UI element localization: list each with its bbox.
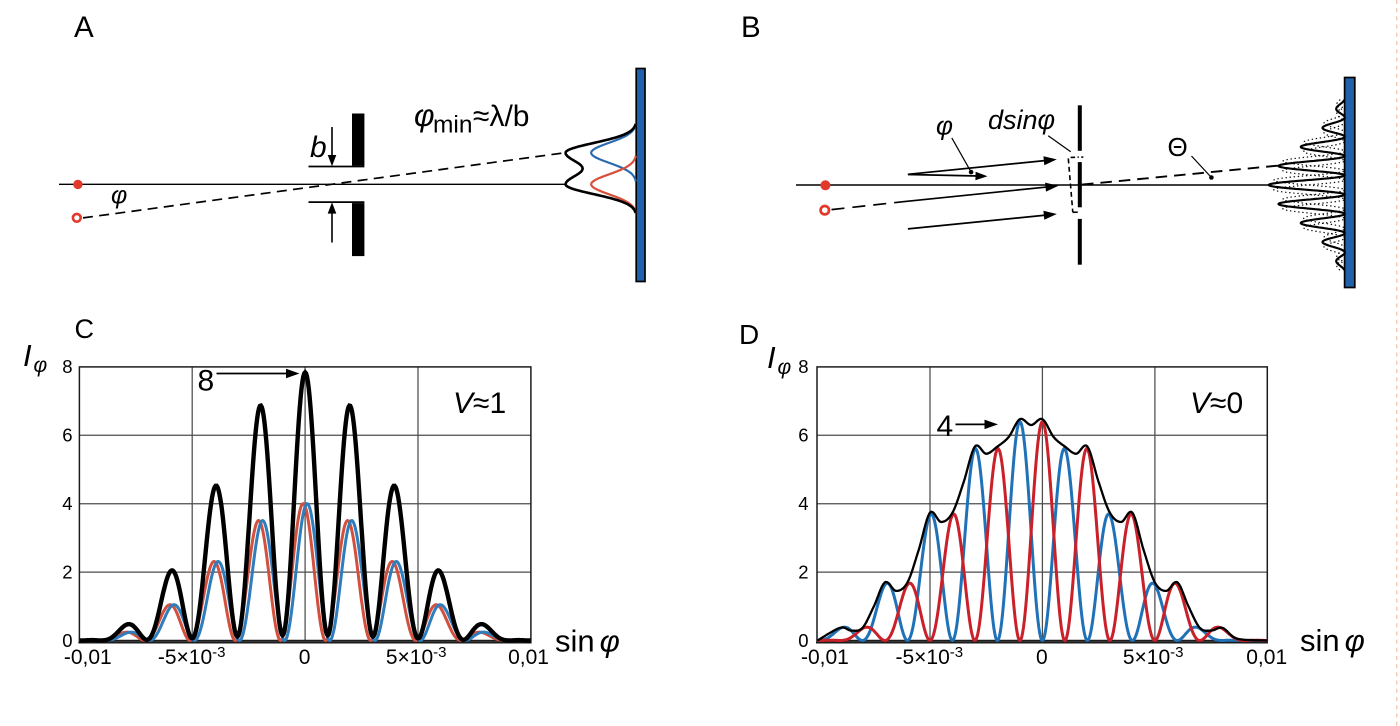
svg-text:6: 6 bbox=[798, 425, 808, 446]
svg-text:4: 4 bbox=[62, 493, 72, 514]
svg-text:0,01: 0,01 bbox=[508, 646, 549, 669]
svg-text:2: 2 bbox=[798, 561, 808, 582]
svg-text:Θ: Θ bbox=[1168, 132, 1188, 162]
svg-text:0: 0 bbox=[1036, 646, 1048, 669]
svg-text:φ: φ bbox=[34, 354, 48, 377]
svg-text:I: I bbox=[23, 338, 32, 373]
svg-text:I: I bbox=[767, 340, 776, 375]
svg-text:V≈1: V≈1 bbox=[453, 387, 506, 420]
svg-text:0: 0 bbox=[299, 646, 311, 669]
svg-text:φ: φ bbox=[778, 356, 792, 379]
svg-text:-0,01: -0,01 bbox=[801, 646, 849, 669]
svg-text:0: 0 bbox=[62, 630, 72, 651]
svg-text:sinφ: sin φ bbox=[555, 624, 620, 659]
svg-text:6: 6 bbox=[62, 425, 72, 446]
svg-text:5×10-3: 5×10-3 bbox=[386, 644, 447, 669]
svg-text:C: C bbox=[75, 314, 95, 344]
svg-text:0: 0 bbox=[798, 630, 808, 651]
svg-text:8: 8 bbox=[198, 365, 215, 398]
svg-text:φ: φ bbox=[936, 111, 953, 141]
svg-text:-0,01: -0,01 bbox=[64, 646, 112, 669]
svg-text:0,01: 0,01 bbox=[1246, 646, 1287, 669]
svg-text:B: B bbox=[741, 11, 761, 44]
svg-text:D: D bbox=[739, 319, 759, 350]
svg-text:b: b bbox=[310, 131, 327, 164]
svg-text:5×10-3: 5×10-3 bbox=[1123, 644, 1184, 669]
svg-text:dsinφ: dsinφ bbox=[988, 105, 1055, 135]
svg-text:A: A bbox=[74, 11, 94, 44]
svg-text:4: 4 bbox=[798, 493, 808, 514]
svg-text:sinφ: sin φ bbox=[1300, 623, 1365, 658]
svg-text:-5×10-3: -5×10-3 bbox=[895, 644, 963, 669]
svg-text:-5×10-3: -5×10-3 bbox=[158, 644, 226, 669]
svg-text:2: 2 bbox=[62, 561, 72, 582]
svg-text:4: 4 bbox=[937, 410, 954, 443]
svg-text:8: 8 bbox=[798, 356, 808, 377]
svg-text:φ: φ bbox=[111, 182, 127, 210]
svg-text:φmin≈λ/b: φmin≈λ/b bbox=[414, 97, 529, 139]
svg-text:8: 8 bbox=[62, 356, 72, 377]
svg-text:V≈0: V≈0 bbox=[1190, 387, 1243, 420]
